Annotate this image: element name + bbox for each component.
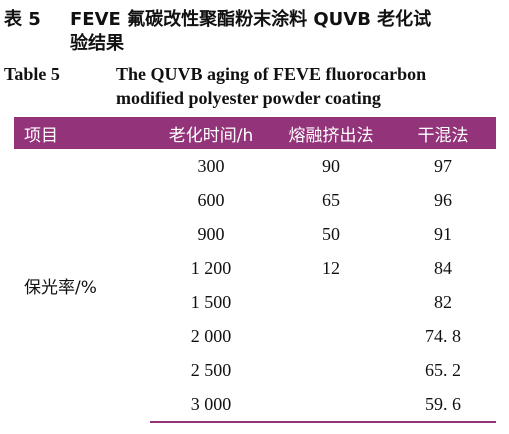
- cell-aging-time: 2 000: [190, 325, 232, 346]
- header-item: 项目: [14, 117, 150, 149]
- cell-aging-time: 3 000: [150, 387, 272, 423]
- table-row: 2 500 65. 2: [14, 353, 496, 387]
- aging-results-table: 项目 老化时间/h 熔融挤出法 干混法 保光率/% 300 90 97 600 …: [14, 117, 496, 423]
- cell-melt-extrusion: [272, 387, 390, 423]
- table-row: 900 50 91: [14, 217, 496, 251]
- cell-dry-blend: 74. 8: [425, 325, 461, 346]
- caption-zh-line1: FEVE 氟碳改性聚酯粉末涂料 QUVB 老化试: [70, 9, 432, 30]
- table-row: 1 500 82: [14, 285, 496, 319]
- cell-dry-blend: 97: [434, 155, 452, 176]
- row-label-gloss-retention: 保光率/%: [24, 278, 97, 298]
- cell-dry-blend: 65. 2: [425, 359, 461, 380]
- table-header-row: 项目 老化时间/h 熔融挤出法 干混法: [14, 117, 496, 149]
- table-row: 600 65 96: [14, 183, 496, 217]
- cell-melt-extrusion: [272, 353, 390, 387]
- cell-dry-blend: 59. 6: [390, 387, 496, 423]
- header-aging-time: 老化时间/h: [150, 117, 272, 149]
- cell-melt-extrusion: [272, 285, 390, 319]
- cell-melt-extrusion: 50: [322, 223, 340, 244]
- cell-melt-extrusion: 90: [322, 155, 340, 176]
- caption-en-line1: The QUVB aging of FEVE fluorocarbon: [116, 64, 427, 84]
- cell-melt-extrusion: 12: [322, 257, 340, 278]
- cell-aging-time: 900: [197, 223, 225, 244]
- cell-aging-time: 2 500: [190, 359, 232, 380]
- table-label-zh: 表 5: [4, 9, 41, 30]
- table-row: 保光率/% 300 90 97: [14, 149, 496, 299]
- table-row: 2 000 74. 8: [14, 319, 496, 353]
- cell-melt-extrusion: 65: [322, 189, 340, 210]
- cell-aging-time: 1 200: [190, 257, 232, 278]
- caption-en-line2: modified polyester powder coating: [116, 88, 381, 108]
- table-row: 1 200 12 84: [14, 251, 496, 285]
- cell-aging-time: 300: [197, 155, 225, 176]
- cell-dry-blend: 82: [434, 291, 452, 312]
- cell-dry-blend: 84: [434, 257, 452, 278]
- header-dry-blend: 干混法: [390, 117, 496, 149]
- cell-dry-blend: 91: [434, 223, 452, 244]
- cell-aging-time: 1 500: [190, 291, 232, 312]
- cell-melt-extrusion: [272, 319, 390, 353]
- cell-aging-time: 600: [197, 189, 225, 210]
- table-row: 3 000 59. 6: [14, 387, 496, 423]
- header-melt-extrusion: 熔融挤出法: [272, 117, 390, 149]
- table-caption-zh: 表 5 FEVE 氟碳改性聚酯粉末涂料 QUVB 老化试 验结果: [0, 8, 509, 56]
- table-caption-en: Table 5 The QUVB aging of FEVE fluorocarb…: [0, 62, 509, 110]
- caption-zh-line2: 验结果: [70, 33, 124, 54]
- table-label-en: Table 5: [4, 64, 60, 84]
- cell-dry-blend: 96: [434, 189, 452, 210]
